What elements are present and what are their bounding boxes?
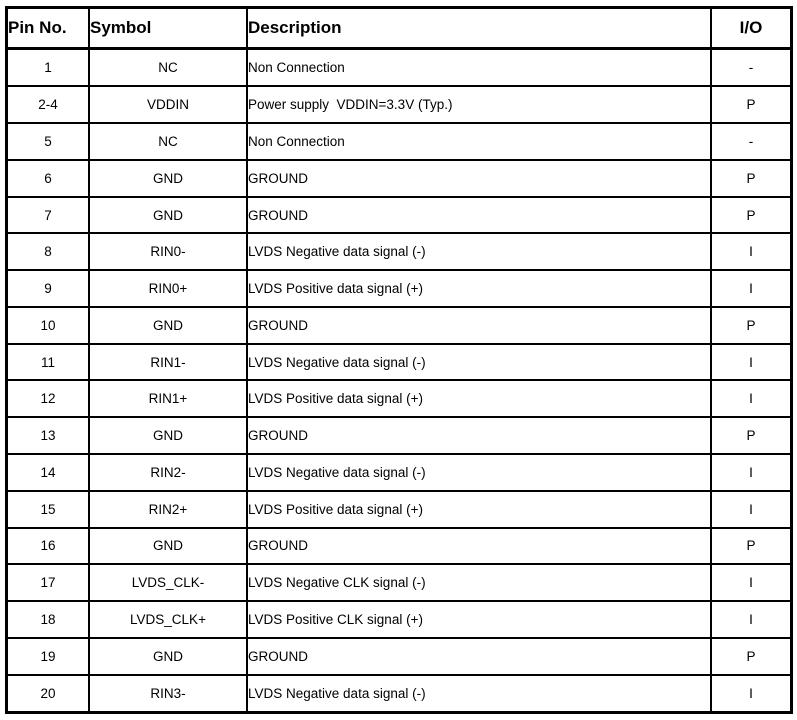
io-cell: P (710, 416, 793, 455)
symbol-cell: NC (88, 47, 248, 88)
table-header-row: Pin No. Symbol Description I/O (5, 6, 793, 50)
pin-no-cell: 9 (5, 269, 90, 308)
symbol-cell: LVDS_CLK- (88, 563, 248, 603)
table-row: 12 RIN1+ LVDS Positive data signal (+) I (5, 379, 793, 419)
table-row: 1 NC Non Connection - (5, 47, 793, 88)
io-cell: I (710, 232, 793, 272)
description-cell: GROUND (246, 305, 712, 345)
table-row: 11 RIN1- LVDS Negative data signal (-) I (5, 342, 793, 382)
description-cell: GROUND (246, 195, 712, 235)
symbol-cell: RIN0+ (88, 269, 248, 308)
io-cell: I (710, 673, 793, 714)
pin-no-cell: 6 (5, 158, 90, 198)
io-cell: P (710, 85, 793, 125)
pin-no-cell: 13 (5, 416, 90, 455)
description-cell: GROUND (246, 158, 712, 198)
pin-no-cell: 8 (5, 232, 90, 272)
pin-no-cell: 5 (5, 122, 90, 161)
io-cell: - (710, 122, 793, 161)
io-cell: I (710, 563, 793, 603)
pin-no-cell: 16 (5, 526, 90, 566)
io-cell: I (710, 269, 793, 308)
io-cell: I (710, 379, 793, 419)
description-cell: GROUND (246, 636, 712, 676)
symbol-cell: RIN1+ (88, 379, 248, 419)
pin-no-cell: 10 (5, 305, 90, 345)
io-cell: P (710, 526, 793, 566)
pin-no-cell: 14 (5, 453, 90, 492)
io-cell: I (710, 600, 793, 639)
description-cell: LVDS Negative data signal (-) (246, 453, 712, 492)
column-header-symbol: Symbol (88, 6, 248, 50)
pin-no-cell: 1 (5, 47, 90, 88)
symbol-cell: GND (88, 416, 248, 455)
table-row: 15 RIN2+ LVDS Positive data signal (+) I (5, 489, 793, 529)
pin-no-cell: 2-4 (5, 85, 90, 125)
symbol-cell: NC (88, 122, 248, 161)
io-cell: I (710, 342, 793, 382)
symbol-cell: RIN3- (88, 673, 248, 714)
io-cell: P (710, 195, 793, 235)
table-row: 14 RIN2- LVDS Negative data signal (-) I (5, 453, 793, 492)
description-cell: LVDS Negative data signal (-) (246, 673, 712, 714)
description-cell: Power supply VDDIN=3.3V (Typ.) (246, 85, 712, 125)
symbol-cell: RIN1- (88, 342, 248, 382)
pin-no-cell: 11 (5, 342, 90, 382)
description-cell: LVDS Positive data signal (+) (246, 489, 712, 529)
symbol-cell: GND (88, 195, 248, 235)
pin-assignment-table: Pin No. Symbol Description I/O 1 NC Non Co… (5, 6, 793, 714)
description-cell: LVDS Positive CLK signal (+) (246, 600, 712, 639)
symbol-cell: GND (88, 305, 248, 345)
table-row: 18 LVDS_CLK+ LVDS Positive CLK signal (+) I (5, 600, 793, 639)
io-cell: - (710, 47, 793, 88)
description-cell: LVDS Positive data signal (+) (246, 269, 712, 308)
symbol-cell: GND (88, 636, 248, 676)
description-cell: Non Connection (246, 47, 712, 88)
io-cell: I (710, 489, 793, 529)
symbol-cell: RIN2- (88, 453, 248, 492)
symbol-cell: GND (88, 526, 248, 566)
pin-no-cell: 12 (5, 379, 90, 419)
table-body: 1 NC Non Connection -2-4 VDDIN Power supply V… (5, 47, 793, 714)
table-row: 16 GND GROUND P (5, 526, 793, 566)
table-row: 10 GND GROUND P (5, 305, 793, 345)
table-row: 8 RIN0- LVDS Negative data signal (-) I (5, 232, 793, 272)
description-cell: LVDS Negative data signal (-) (246, 232, 712, 272)
io-cell: I (710, 453, 793, 492)
description-cell: LVDS Negative data signal (-) (246, 342, 712, 382)
pin-no-cell: 17 (5, 563, 90, 603)
column-header-io: I/O (710, 6, 793, 50)
io-cell: P (710, 636, 793, 676)
symbol-cell: RIN2+ (88, 489, 248, 529)
pin-no-cell: 18 (5, 600, 90, 639)
description-cell: LVDS Positive data signal (+) (246, 379, 712, 419)
table-row: 17 LVDS_CLK- LVDS Negative CLK signal (-) I (5, 563, 793, 603)
symbol-cell: RIN0- (88, 232, 248, 272)
io-cell: P (710, 305, 793, 345)
table-row: 13 GND GROUND P (5, 416, 793, 455)
column-header-pin-no: Pin No. (5, 6, 90, 50)
pin-no-cell: 15 (5, 489, 90, 529)
pin-no-cell: 20 (5, 673, 90, 714)
table-row: 19 GND GROUND P (5, 636, 793, 676)
table-row: 20 RIN3- LVDS Negative data signal (-) I (5, 673, 793, 714)
table-row: 5 NC Non Connection - (5, 122, 793, 161)
description-cell: GROUND (246, 526, 712, 566)
pin-no-cell: 19 (5, 636, 90, 676)
table-row: 2-4 VDDIN Power supply VDDIN=3.3V (Typ.) P (5, 85, 793, 125)
column-header-description: Description (246, 6, 712, 50)
description-cell: Non Connection (246, 122, 712, 161)
symbol-cell: LVDS_CLK+ (88, 600, 248, 639)
symbol-cell: GND (88, 158, 248, 198)
table-row: 6 GND GROUND P (5, 158, 793, 198)
description-cell: GROUND (246, 416, 712, 455)
table-row: 9 RIN0+ LVDS Positive data signal (+) I (5, 269, 793, 308)
io-cell: P (710, 158, 793, 198)
description-cell: LVDS Negative CLK signal (-) (246, 563, 712, 603)
symbol-cell: VDDIN (88, 85, 248, 125)
pin-no-cell: 7 (5, 195, 90, 235)
table-row: 7 GND GROUND P (5, 195, 793, 235)
